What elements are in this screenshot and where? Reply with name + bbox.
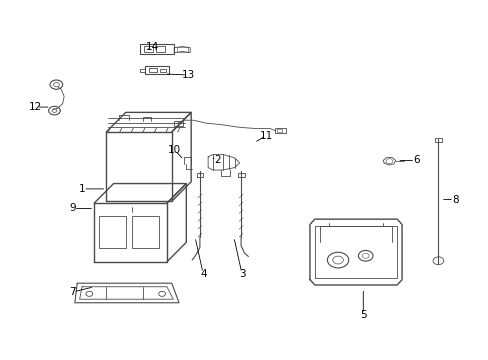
- Text: 1: 1: [79, 184, 85, 194]
- Text: 12: 12: [28, 102, 41, 112]
- Text: 6: 6: [412, 156, 419, 166]
- Bar: [434, 138, 442, 142]
- Text: 3: 3: [238, 269, 245, 279]
- Bar: [156, 46, 164, 51]
- Bar: [132, 216, 159, 248]
- Text: 14: 14: [145, 41, 159, 51]
- Text: 10: 10: [167, 145, 181, 155]
- Bar: [145, 67, 169, 74]
- Text: 9: 9: [69, 203, 76, 213]
- Bar: [140, 44, 174, 54]
- Text: 2: 2: [214, 156, 221, 166]
- Bar: [176, 47, 188, 51]
- Text: 4: 4: [200, 269, 206, 279]
- Text: 5: 5: [359, 310, 366, 320]
- Text: 13: 13: [182, 70, 195, 80]
- Bar: [144, 46, 153, 51]
- Bar: [160, 69, 165, 72]
- Bar: [276, 129, 281, 132]
- Bar: [149, 68, 157, 72]
- Bar: [174, 121, 183, 126]
- Text: 8: 8: [451, 194, 458, 204]
- Text: 7: 7: [69, 287, 76, 297]
- Text: 11: 11: [259, 131, 272, 140]
- Bar: [274, 128, 285, 133]
- Bar: [99, 216, 125, 248]
